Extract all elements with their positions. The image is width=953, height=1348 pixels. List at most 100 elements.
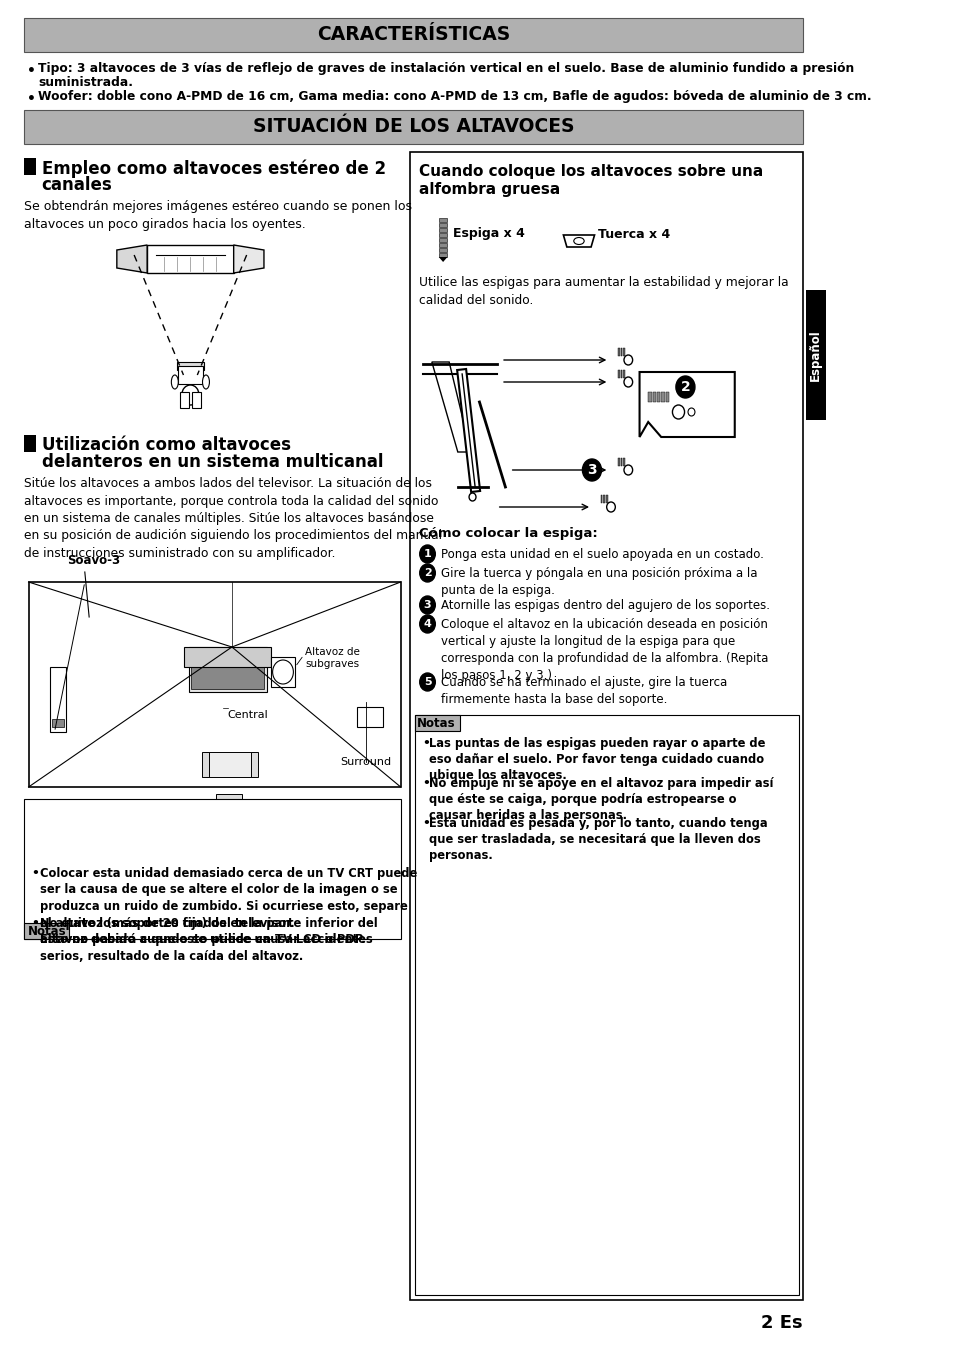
Bar xyxy=(622,348,624,356)
Bar xyxy=(652,392,656,402)
Circle shape xyxy=(419,673,435,692)
Bar xyxy=(24,111,802,144)
Bar xyxy=(216,794,242,811)
Bar xyxy=(647,392,651,402)
Text: Gire la tuerca y póngala en una posición próxima a la
punta de la espiga.: Gire la tuerca y póngala en una posición… xyxy=(440,568,757,597)
Bar xyxy=(665,392,668,402)
Circle shape xyxy=(419,596,435,613)
Bar xyxy=(24,923,70,940)
Text: Espiga x 4: Espiga x 4 xyxy=(453,228,525,240)
Bar xyxy=(176,363,204,369)
Bar xyxy=(618,348,619,356)
Bar xyxy=(660,392,664,402)
Bar xyxy=(147,245,233,274)
Bar xyxy=(415,714,798,1295)
Circle shape xyxy=(606,501,615,512)
Bar xyxy=(438,248,447,252)
Text: No quite los soportes fijados en la parte inferior del
altavoz debido a que esto: No quite los soportes fijados en la part… xyxy=(40,917,377,962)
Text: •: • xyxy=(27,63,35,78)
Bar xyxy=(622,458,624,466)
Bar xyxy=(600,495,601,503)
Circle shape xyxy=(182,386,199,404)
Text: Tuerca x 4: Tuerca x 4 xyxy=(598,228,670,240)
Text: Surround: Surround xyxy=(340,758,391,767)
Text: delanteros en un sistema multicanal: delanteros en un sistema multicanal xyxy=(42,453,383,470)
Text: Empleo como altavoces estéreo de 2: Empleo como altavoces estéreo de 2 xyxy=(42,159,385,178)
Bar xyxy=(178,367,202,384)
Bar xyxy=(618,458,619,466)
Polygon shape xyxy=(233,245,264,274)
Circle shape xyxy=(273,661,294,683)
Bar xyxy=(24,799,400,940)
Text: 2: 2 xyxy=(423,568,431,578)
Circle shape xyxy=(582,460,600,481)
Circle shape xyxy=(419,545,435,563)
Bar xyxy=(602,495,604,503)
Bar xyxy=(605,495,607,503)
Text: canales: canales xyxy=(42,177,112,194)
Text: alfombra gruesa: alfombra gruesa xyxy=(418,182,559,197)
Bar xyxy=(618,369,619,377)
Bar xyxy=(438,218,447,222)
Bar xyxy=(410,152,802,1299)
Text: 5: 5 xyxy=(423,677,431,687)
Bar xyxy=(271,656,294,687)
Bar xyxy=(619,458,621,466)
Bar xyxy=(29,582,400,787)
Text: Sitúe los altavoces a ambos lados del televisor. La situación de los
altavoces e: Sitúe los altavoces a ambos lados del te… xyxy=(24,477,442,559)
Circle shape xyxy=(675,376,694,398)
Text: Cuando coloque los altavoces sobre una: Cuando coloque los altavoces sobre una xyxy=(418,164,762,179)
Bar xyxy=(438,228,447,232)
Circle shape xyxy=(687,408,694,417)
Circle shape xyxy=(419,563,435,582)
Bar xyxy=(357,706,383,727)
Polygon shape xyxy=(563,235,594,247)
Bar xyxy=(24,158,36,175)
Bar xyxy=(438,243,447,247)
Polygon shape xyxy=(116,245,147,274)
Text: •: • xyxy=(422,776,430,790)
Text: Ponga esta unidad en el suelo apoyada en un costado.: Ponga esta unidad en el suelo apoyada en… xyxy=(440,549,762,561)
Text: Utilice las espigas para aumentar la estabilidad y mejorar la
calidad del sonido: Utilice las espigas para aumentar la est… xyxy=(418,276,788,307)
Circle shape xyxy=(469,493,476,501)
Text: 3: 3 xyxy=(586,462,597,477)
Ellipse shape xyxy=(202,375,210,390)
Text: SITUACIÓN DE LOS ALTAVOCES: SITUACIÓN DE LOS ALTAVOCES xyxy=(253,117,574,136)
Bar xyxy=(438,222,447,226)
Text: CARACTERÍSTICAS: CARACTERÍSTICAS xyxy=(316,26,510,44)
Text: •: • xyxy=(31,917,39,930)
Circle shape xyxy=(672,404,684,419)
Bar xyxy=(415,714,459,731)
Bar xyxy=(24,18,802,53)
Text: Utilización como altavoces: Utilización como altavoces xyxy=(42,435,291,454)
Text: 1: 1 xyxy=(423,549,431,559)
Bar xyxy=(201,752,209,776)
Bar xyxy=(438,233,447,237)
Polygon shape xyxy=(432,363,470,452)
Bar xyxy=(51,667,66,732)
Text: Central: Central xyxy=(228,710,268,720)
Bar xyxy=(251,752,257,776)
Text: Esta unidad es pesada y, por lo tanto, cuando tenga
que ser trasladada, se neces: Esta unidad es pesada y, por lo tanto, c… xyxy=(429,817,767,861)
Text: suministrada.: suministrada. xyxy=(38,75,132,89)
Bar xyxy=(438,253,447,257)
Text: Cómo colocar la espiga:: Cómo colocar la espiga: xyxy=(418,527,597,541)
Text: •: • xyxy=(27,92,35,106)
Ellipse shape xyxy=(573,237,583,244)
Text: Las puntas de las espigas pueden rayar o aparte de
eso dañar el suelo. Por favor: Las puntas de las espigas pueden rayar o… xyxy=(429,737,765,782)
Text: No empuje ni se apoye en el altavoz para impedir así
que éste se caiga, porque p: No empuje ni se apoye en el altavoz para… xyxy=(429,776,773,822)
Text: Notas: Notas xyxy=(416,717,456,731)
Bar xyxy=(206,752,253,776)
Bar xyxy=(438,239,447,243)
Ellipse shape xyxy=(172,375,178,390)
Bar xyxy=(622,369,624,377)
Text: 2 Es: 2 Es xyxy=(760,1314,802,1332)
Text: Soavo-3: Soavo-3 xyxy=(68,554,120,568)
Text: Tipo: 3 altavoces de 3 vías de reflejo de graves de instalación vertical en el s: Tipo: 3 altavoces de 3 vías de reflejo d… xyxy=(38,62,854,75)
Bar xyxy=(619,348,621,356)
Bar xyxy=(805,290,824,421)
Polygon shape xyxy=(438,257,447,262)
Text: 4: 4 xyxy=(423,619,431,630)
Text: Se obtendrán mejores imágenes estéreo cuando se ponen los
altavoces un poco gira: Se obtendrán mejores imágenes estéreo cu… xyxy=(24,200,412,231)
Polygon shape xyxy=(639,372,734,437)
